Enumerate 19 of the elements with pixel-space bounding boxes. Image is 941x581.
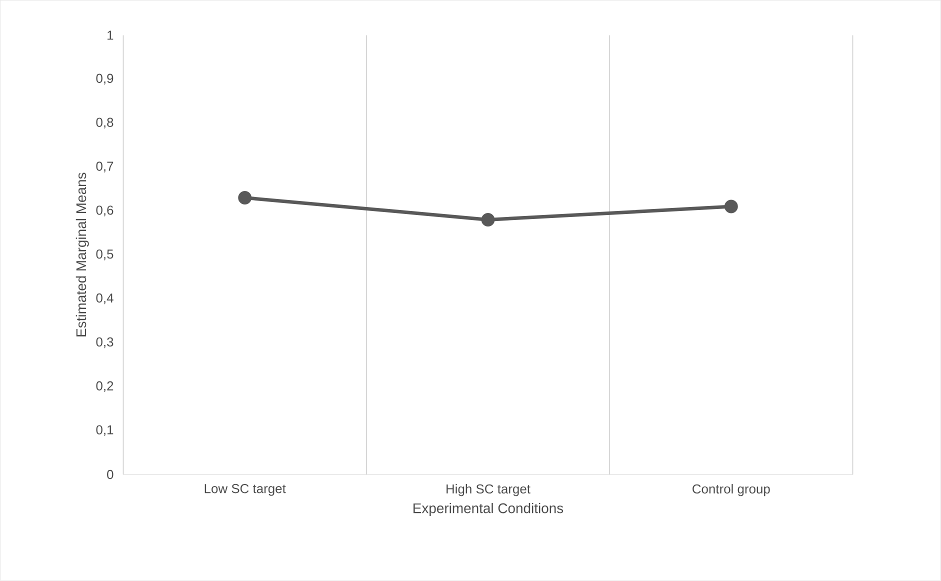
x-axis-title: Experimental Conditions [414, 503, 564, 516]
y-tick-label: 1 [108, 30, 114, 40]
y-axis-title: Estimated Marginal Means [76, 172, 89, 336]
y-tick-label: 0,3 [96, 337, 114, 348]
y-tick-label: 0,5 [96, 250, 114, 260]
point [724, 200, 738, 214]
y-tick-label: 0,8 [96, 118, 114, 129]
y-tick-label: 0,9 [96, 74, 114, 85]
y-tick-label: 0,6 [96, 206, 114, 216]
x-tick-label: Low SC target [204, 484, 286, 496]
point [481, 213, 495, 227]
x-tick-label: Control group [692, 484, 770, 496]
y-tick-label: 0 [107, 470, 114, 480]
y-tick-label: 0,2 [96, 381, 114, 392]
x-tick-label: High SC target [446, 484, 530, 496]
y-tick-label: 0,7 [96, 162, 114, 172]
y-tick-label: 0,1 [96, 425, 114, 436]
y-tick-label: 0,4 [96, 294, 114, 304]
point [238, 191, 252, 205]
